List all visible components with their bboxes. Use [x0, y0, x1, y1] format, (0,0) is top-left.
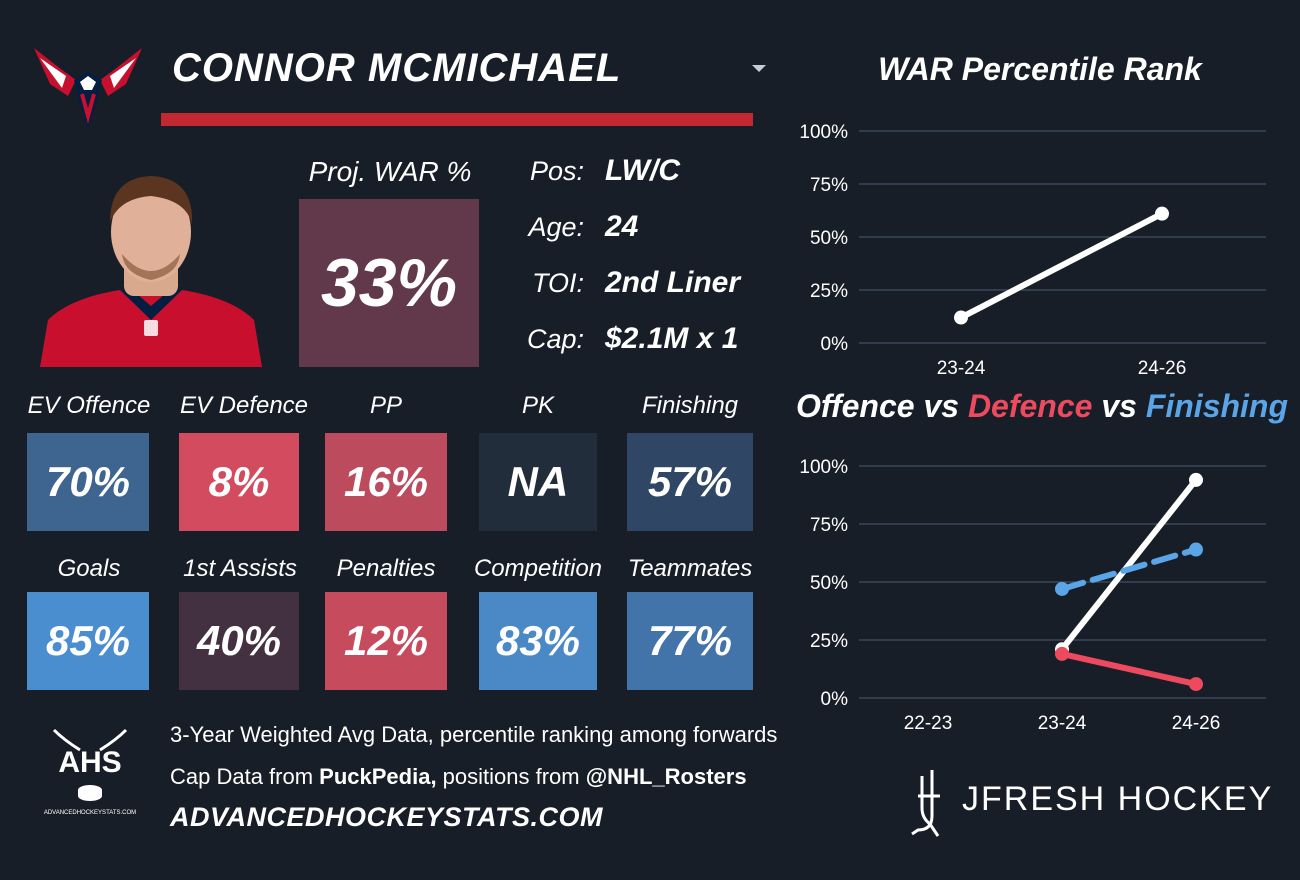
tile-teammates: 77% [627, 592, 753, 690]
ahs-logo-text: AHS [58, 746, 121, 779]
player-headshot [40, 176, 262, 367]
tile-label-pp: PP [369, 392, 402, 419]
bio-value-toi: 2nd Liner [605, 266, 741, 299]
tile-1st-assists: 40% [179, 592, 299, 690]
bio-value-age: 24 [605, 210, 639, 243]
bio-value-cap: $2.1M x 1 [605, 322, 739, 355]
tile-label-finishing: Finishing [641, 392, 739, 419]
chevron-down-icon[interactable] [750, 62, 768, 74]
war-percentile-chart: 0% 25% 50% 75% 100% 23-24 24-26 [799, 122, 1266, 379]
puckpedia-credit: PuckPedia, [319, 764, 437, 789]
chart2-title-defence: Defence [967, 388, 1093, 424]
tile-penalties: 12% [325, 592, 447, 690]
ahs-logo: AHS ADVANCEDHOCKEYSTATS.COM [44, 728, 136, 816]
footnote-cap-mid: positions from [436, 764, 586, 789]
chart2-title-offence: Offence [796, 388, 915, 424]
chart1-y-tick-label: 75% [810, 175, 848, 196]
tile-label-teammates: Teammates [627, 555, 753, 582]
chart2-series-defence-point [1189, 677, 1203, 692]
tile-pp: 16% [325, 433, 447, 531]
chart2-title: Offence vs Defence vs Finishing [796, 388, 1289, 425]
chart1-series-0-line [958, 210, 1165, 321]
site-url[interactable]: ADVANCEDHOCKEYSTATS.COM [170, 802, 604, 832]
chart2-y-tick-label: 25% [810, 631, 848, 652]
footnote-cap-pre: Cap Data from [170, 764, 320, 789]
player-name: CONNOR MCMICHAEL [172, 46, 622, 90]
proj-war-label: Proj. WAR % [308, 156, 472, 187]
chart2-series-offence-line [1059, 476, 1199, 653]
tile-ev-defence: 8% [179, 433, 299, 531]
chart1-x-tick-label: 23-24 [937, 358, 986, 379]
chart2-y-tick-label: 75% [810, 515, 848, 536]
name-underline [161, 113, 753, 126]
chart2-title-finishing: Finishing [1145, 388, 1289, 424]
tile-label-1st-assists: 1st Assists [183, 555, 297, 582]
chart2-series-offence-point [1189, 472, 1203, 487]
chart2-y-tick-label: 50% [810, 573, 848, 594]
chart2-series-finishing-point [1189, 542, 1203, 557]
tile-label-pk: PK [521, 392, 554, 419]
jfresh-hockey-stick-logo [911, 770, 940, 837]
chart2-x-tick-label: 24-26 [1172, 713, 1221, 734]
jfresh-hockey-brand: JFRESH HOCKEY [962, 780, 1274, 818]
footnote-cap-source: Cap Data from PuckPedia, positions from … [170, 764, 747, 790]
offence-defence-finishing-chart: 0% 25% 50% 75% 100% 22-23 23-24 24-26 [799, 457, 1266, 734]
chart2-title-vs-1: vs [914, 388, 968, 424]
bio-value-pos: LW/C [605, 154, 680, 187]
tile-competition: 83% [479, 592, 597, 690]
chart2-series-defence-point [1055, 646, 1069, 661]
bio-label-pos: Pos: [529, 156, 584, 186]
chart2-series-defence-line [1059, 650, 1199, 688]
chart1-x-tick-label: 24-26 [1138, 358, 1187, 379]
tile-ev-offence: 70% [27, 433, 149, 531]
tile-label-ev-defence: EV Defence [179, 392, 309, 419]
capitals-eagle-logo [34, 48, 142, 128]
tile-goals: 85% [27, 592, 149, 690]
tile-label-penalties: Penalties [336, 555, 436, 582]
chart2-title-vs-2: vs [1092, 388, 1146, 424]
tile-label-ev-offence: EV Offence [27, 392, 151, 419]
tile-pk: NA [479, 433, 597, 531]
ahs-logo-subtext: ADVANCEDHOCKEYSTATS.COM [44, 810, 136, 816]
proj-war-value: 33% [299, 199, 479, 367]
tile-label-competition: Competition [473, 555, 603, 582]
chart1-series-0-point [1155, 206, 1169, 221]
chart2-y-tick-label: 0% [821, 689, 849, 710]
chart1-y-tick-label: 50% [810, 228, 848, 249]
bio-label-toi: TOI: [531, 268, 584, 298]
chart1-title: WAR Percentile Rank [878, 51, 1202, 87]
chart2-x-tick-label: 22-23 [904, 713, 953, 734]
tile-finishing: 57% [627, 433, 753, 531]
tile-label-goals: Goals [57, 555, 121, 582]
bio-label-age: Age: [528, 212, 584, 242]
chart1-series-0-point [954, 310, 968, 325]
chart1-y-tick-label: 100% [799, 122, 848, 143]
chart2-y-tick-label: 100% [799, 457, 848, 478]
nhl-rosters-credit: @NHL_Rosters [585, 764, 747, 789]
chart1-y-tick-label: 25% [810, 281, 848, 302]
chart2-series-finishing-line [1059, 546, 1199, 592]
chart2-x-tick-label: 23-24 [1038, 713, 1087, 734]
footnote-data-source: 3-Year Weighted Avg Data, percentile ran… [170, 722, 778, 747]
chart2-series-finishing-point [1055, 581, 1069, 596]
bio-label-cap: Cap: [526, 324, 584, 354]
chart1-y-tick-label: 0% [821, 334, 849, 355]
